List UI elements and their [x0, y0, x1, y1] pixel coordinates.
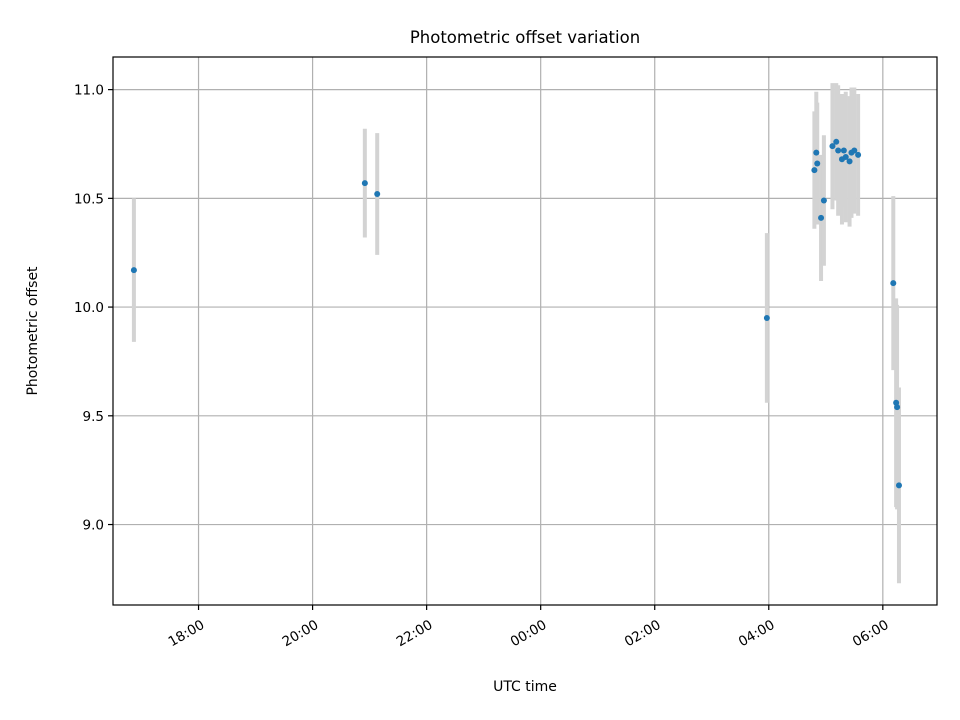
data-point [833, 138, 840, 145]
data-point [846, 158, 853, 165]
data-point [813, 149, 820, 156]
grid [113, 57, 937, 605]
data-point [835, 147, 842, 154]
data-point [842, 154, 849, 161]
data-point [895, 482, 902, 489]
data-point [818, 214, 825, 221]
y-tick-label: 10.5 [74, 191, 104, 207]
data-point [820, 197, 827, 204]
data-point [811, 167, 818, 174]
y-tick-label: 11.0 [74, 83, 104, 99]
data-point [829, 143, 836, 150]
data-points [130, 138, 902, 489]
data-point [763, 314, 770, 321]
y-tick-label: 9.0 [83, 518, 104, 534]
data-point [130, 267, 137, 274]
data-point [814, 160, 821, 167]
data-point [855, 151, 862, 158]
data-point [374, 191, 381, 197]
y-axis: 9.0 9.5 10.0 10.5 11.0 [74, 83, 113, 534]
plot-frame [112, 56, 938, 606]
data-point [840, 147, 847, 154]
y-axis-label: Photometric offset [25, 266, 41, 396]
data-point [890, 280, 897, 287]
data-point [894, 404, 901, 411]
chart-title: Photometric offset variation [410, 28, 640, 47]
x-axis-label: UTC time [493, 679, 557, 695]
y-tick-label: 10.0 [74, 300, 104, 316]
y-tick-label: 9.5 [83, 409, 104, 425]
data-point [361, 180, 368, 187]
data-point [851, 147, 858, 154]
